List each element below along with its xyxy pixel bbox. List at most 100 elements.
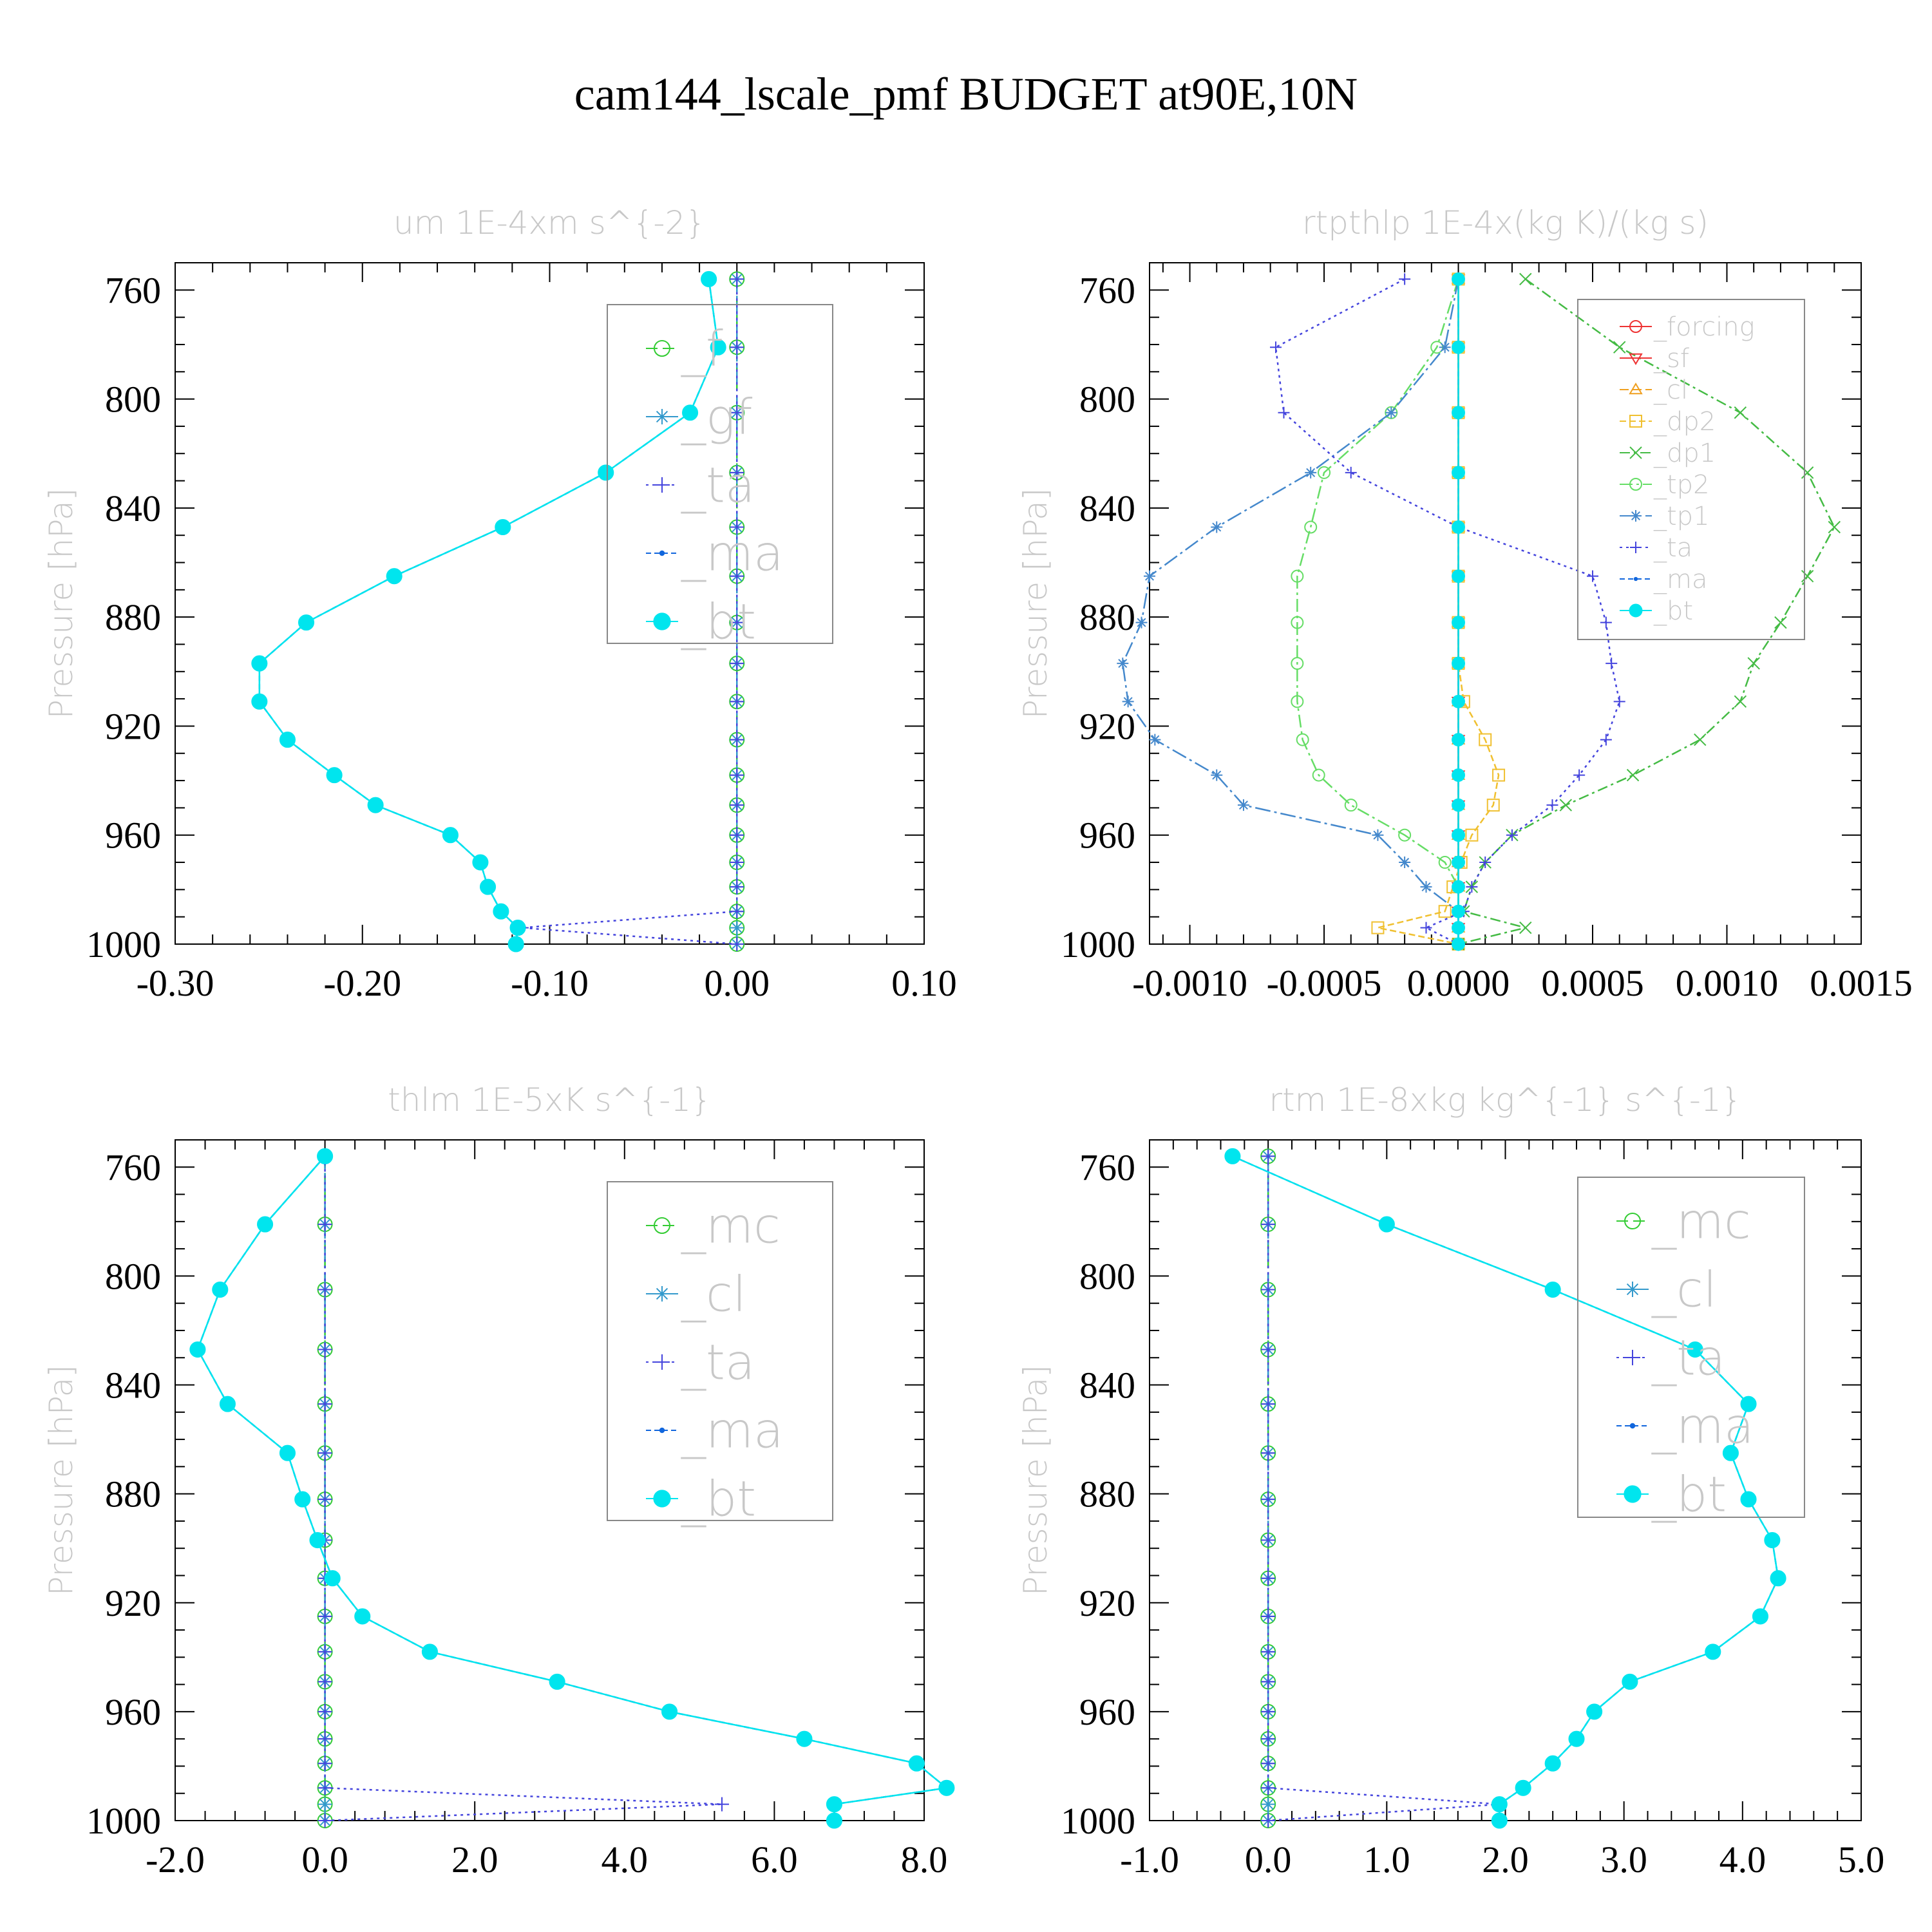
data-point (730, 904, 744, 919)
data-point (317, 1704, 332, 1719)
data-point (730, 465, 744, 480)
data-point (796, 1730, 813, 1747)
data-point (730, 880, 744, 895)
y-tick-label: 1000 (1061, 1800, 1135, 1842)
legend-label: _bt (681, 593, 756, 650)
y-tick-label: 760 (1079, 1146, 1135, 1188)
data-point (189, 1341, 206, 1358)
data-point (908, 1755, 925, 1772)
data-point (1439, 341, 1451, 354)
data-point (1452, 694, 1465, 708)
legend-label: _cl (681, 1265, 746, 1323)
data-point (317, 1797, 332, 1812)
data-point (730, 828, 744, 842)
x-tick-label: 1.0 (1363, 1839, 1410, 1880)
data-point (317, 1397, 332, 1412)
data-point (1770, 1570, 1786, 1587)
data-point (1519, 921, 1532, 934)
data-point (1144, 570, 1155, 582)
panel-rtpthlp: rtpthlp 1E-4x(kg K)/(kg s) Pressure [hPa]… (1017, 204, 1913, 1004)
plot-frame (1149, 262, 1862, 945)
data-point (1452, 768, 1465, 782)
data-point (1452, 733, 1465, 747)
data-point (317, 1148, 334, 1164)
data-point (549, 1673, 565, 1690)
legend-box (607, 304, 833, 644)
series-line (1122, 279, 1459, 944)
y-tick-label: 840 (1079, 488, 1135, 529)
data-point (1452, 272, 1465, 286)
legend-marker (1625, 1282, 1640, 1297)
data-point (1452, 340, 1465, 354)
x-tick-label: 0.0 (1245, 1839, 1292, 1880)
y-tick-label: 960 (1079, 815, 1135, 857)
data-point (317, 1492, 332, 1507)
data-point (1752, 1608, 1769, 1625)
legend-marker (659, 550, 665, 556)
data-point (1622, 1673, 1638, 1690)
y-tick-label: 1000 (86, 923, 161, 965)
panel-title: thlm 1E-5xK s^{-1} (388, 1081, 712, 1119)
data-point (1438, 905, 1452, 918)
data-point (1492, 768, 1506, 782)
y-tick-label: 920 (1079, 1582, 1135, 1624)
panel-title: rtm 1E-8xkg kg^{-1} s^{-1} (1269, 1081, 1741, 1119)
series-line (196, 1155, 949, 1821)
data-point (1318, 466, 1331, 479)
data-point (1734, 695, 1747, 708)
data-point (1452, 904, 1465, 918)
legend-box (607, 1181, 833, 1521)
series-line (1296, 279, 1459, 944)
legend-marker (1624, 1213, 1641, 1229)
data-point (1705, 1643, 1721, 1660)
data-point (495, 518, 511, 536)
data-point (1438, 856, 1452, 869)
data-point (1261, 1781, 1276, 1795)
data-point (826, 1812, 842, 1829)
legend-marker (1633, 576, 1638, 582)
series-ta (1269, 273, 1625, 950)
data-point (1801, 466, 1814, 479)
data-point (1398, 828, 1412, 842)
data-point (1122, 696, 1134, 708)
legend-label: _ta (681, 1334, 755, 1391)
y-axis-label: Pressure [hPa] (1017, 488, 1054, 719)
x-tick-label: 3.0 (1600, 1839, 1647, 1880)
x-tick-label: -2.0 (146, 1839, 205, 1880)
data-point (1211, 521, 1223, 533)
legend-marker (1629, 1423, 1636, 1429)
data-point (1224, 1148, 1241, 1164)
data-point (1452, 937, 1465, 951)
series-bt (1452, 272, 1465, 951)
data-point (1372, 829, 1384, 841)
data-point (1304, 520, 1318, 534)
data-point (1399, 857, 1411, 869)
legend-marker (1625, 1350, 1640, 1365)
data-point (1420, 881, 1432, 893)
data-point (354, 1608, 371, 1625)
data-point (1506, 829, 1518, 841)
data-point (1479, 857, 1492, 869)
legend-marker (1630, 510, 1642, 522)
data-point (317, 1644, 332, 1659)
legend-label: _ta (1653, 533, 1692, 563)
data-point (1420, 922, 1432, 934)
data-point (1613, 696, 1625, 708)
y-tick-label: 920 (105, 1582, 161, 1624)
series-line (1267, 1156, 1500, 1822)
series-ta (1261, 1149, 1507, 1828)
data-point (1278, 406, 1290, 419)
legend-marker (659, 1427, 665, 1434)
data-point (279, 732, 296, 748)
data-point (1486, 799, 1500, 812)
data-point (598, 464, 614, 481)
data-point (1568, 1730, 1585, 1747)
y-tick-label: 920 (1079, 705, 1135, 747)
data-point (730, 920, 744, 935)
x-tick-label: 0.0015 (1810, 962, 1913, 1004)
data-point (480, 878, 497, 895)
data-point (1479, 733, 1492, 746)
y-tick-label: 800 (1079, 1255, 1135, 1297)
data-point (1211, 769, 1223, 781)
data-point (1452, 855, 1465, 869)
